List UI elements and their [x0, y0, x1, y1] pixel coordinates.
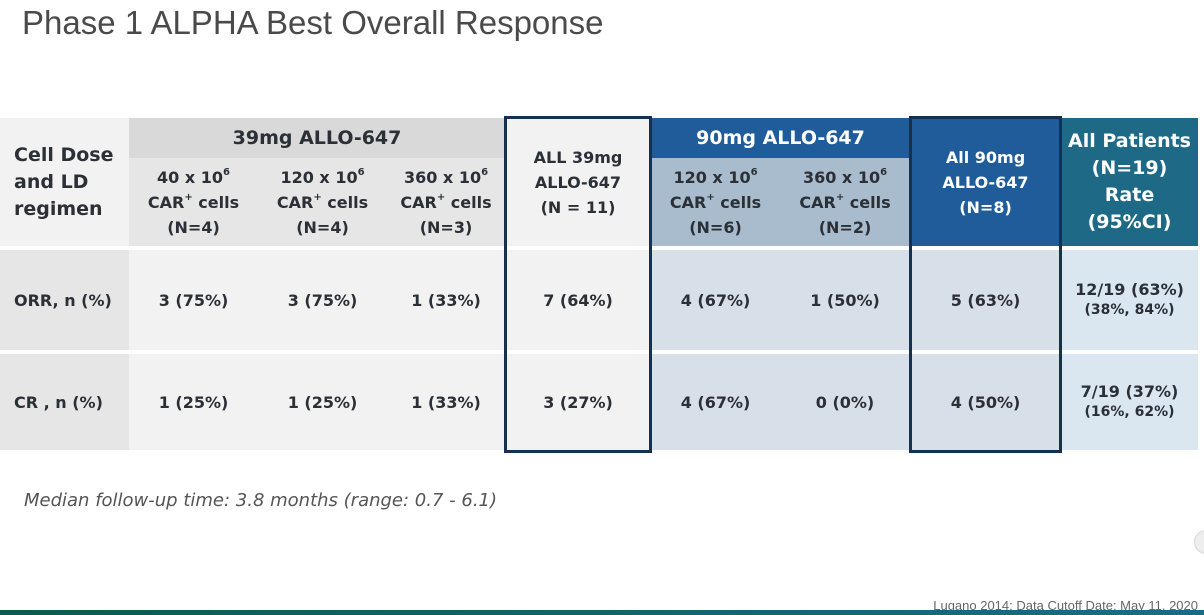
rate-value: 12/19 (63%)	[1075, 280, 1184, 299]
table-cell: 1 (25%)	[258, 354, 387, 450]
row-header-line: Cell Dose	[14, 143, 114, 166]
bottom-accent-bar	[0, 610, 1204, 615]
all-patients-cr-cell: 7/19 (37%) (16%, 62%)	[1061, 354, 1198, 450]
table-cell: 3 (75%)	[129, 250, 258, 350]
row-header-line: regimen	[14, 197, 103, 220]
n-label: (N=4)	[167, 217, 220, 237]
column-header-360x10-90mg: 360 x 106 CAR+ cells (N=2)	[780, 158, 910, 246]
source-note: Lugano 2014; Data Cutoff Date: May 11, 2…	[933, 598, 1198, 613]
ci-value: (16%, 62%)	[1084, 404, 1175, 420]
table-cell: 7 (64%)	[505, 250, 651, 350]
n-label: (N=4)	[296, 217, 349, 237]
table-cell: 1 (50%)	[780, 250, 910, 350]
n-label: (N=2)	[818, 217, 872, 237]
table-cell: 0 (0%)	[780, 354, 910, 450]
car-label: CAR+ cells	[799, 192, 891, 212]
header-line: (N = 11)	[540, 197, 616, 217]
table-cell: 1 (33%)	[387, 354, 505, 450]
car-label: CAR+ cells	[276, 192, 369, 212]
table-cell: 5 (63%)	[910, 250, 1061, 350]
header-line: ALL 39mg	[533, 147, 623, 167]
row-header-cell: Cell Dose and LD regimen	[0, 118, 129, 246]
column-header-all-39mg: ALL 39mg ALLO-647 (N = 11)	[505, 118, 651, 246]
car-label: CAR+ cells	[400, 192, 492, 212]
header-line: All 90mg	[945, 147, 1026, 167]
follow-up-note: Median follow-up time: 3.8 months (range…	[24, 490, 498, 511]
column-header-all-90mg: All 90mg ALLO-647 (N=8)	[910, 118, 1061, 246]
car-label: CAR+ cells	[147, 192, 240, 212]
dose-label: 120 x 106	[280, 167, 365, 187]
dose-label: 360 x 106	[802, 167, 888, 187]
dose-label: 120 x 106	[673, 167, 758, 187]
row-header-line: and LD	[14, 170, 89, 193]
all-patients-orr-cell: 12/19 (63%) (38%, 84%)	[1061, 250, 1198, 350]
n-label: (N=6)	[689, 217, 742, 237]
rate-value: 7/19 (37%)	[1080, 382, 1179, 401]
column-header-120x10: 120 x 106 CAR+ cells (N=4)	[258, 158, 387, 246]
header-line: (N=19)	[1091, 157, 1168, 179]
row-label-cr: CR , n (%)	[0, 354, 129, 450]
table-cell: 4 (67%)	[651, 250, 780, 350]
header-line: ALLO-647	[534, 172, 622, 192]
header-line: (N=8)	[959, 197, 1012, 217]
car-label: CAR+ cells	[669, 192, 762, 212]
row-label-orr: ORR, n (%)	[0, 250, 129, 350]
table-cell: 4 (67%)	[651, 354, 780, 450]
header-line: All Patients	[1068, 130, 1191, 152]
page-title: Phase 1 ALPHA Best Overall Response	[22, 4, 604, 41]
table-cell: 4 (50%)	[910, 354, 1061, 450]
column-header-40x10: 40 x 106 CAR+ cells (N=4)	[129, 158, 258, 246]
table-cell: 1 (25%)	[129, 354, 258, 450]
column-header-120x10-90mg: 120 x 106 CAR+ cells (N=6)	[651, 158, 780, 246]
header-line: ALLO-647	[942, 172, 1029, 192]
group-header-label: 90mg ALLO-647	[696, 126, 865, 149]
table-cell: 3 (75%)	[258, 250, 387, 350]
slide-nav-circle[interactable]	[1194, 530, 1204, 554]
column-header-all-patients: All Patients (N=19) Rate (95%CI)	[1061, 118, 1198, 246]
table-cell: 1 (33%)	[387, 250, 505, 350]
group-header-39mg: 39mg ALLO-647	[129, 118, 505, 158]
n-label: (N=3)	[419, 217, 473, 237]
column-header-360x10: 360 x 106 CAR+ cells (N=3)	[387, 158, 505, 246]
dose-label: 40 x 106	[157, 167, 230, 187]
header-line: (95%CI)	[1087, 211, 1172, 233]
table-cell: 3 (27%)	[505, 354, 651, 450]
group-header-90mg: 90mg ALLO-647	[651, 118, 910, 158]
ci-value: (38%, 84%)	[1084, 302, 1175, 318]
header-line: Rate	[1104, 184, 1155, 206]
group-header-label: 39mg ALLO-647	[232, 126, 402, 149]
dose-label: 360 x 106	[403, 167, 489, 187]
